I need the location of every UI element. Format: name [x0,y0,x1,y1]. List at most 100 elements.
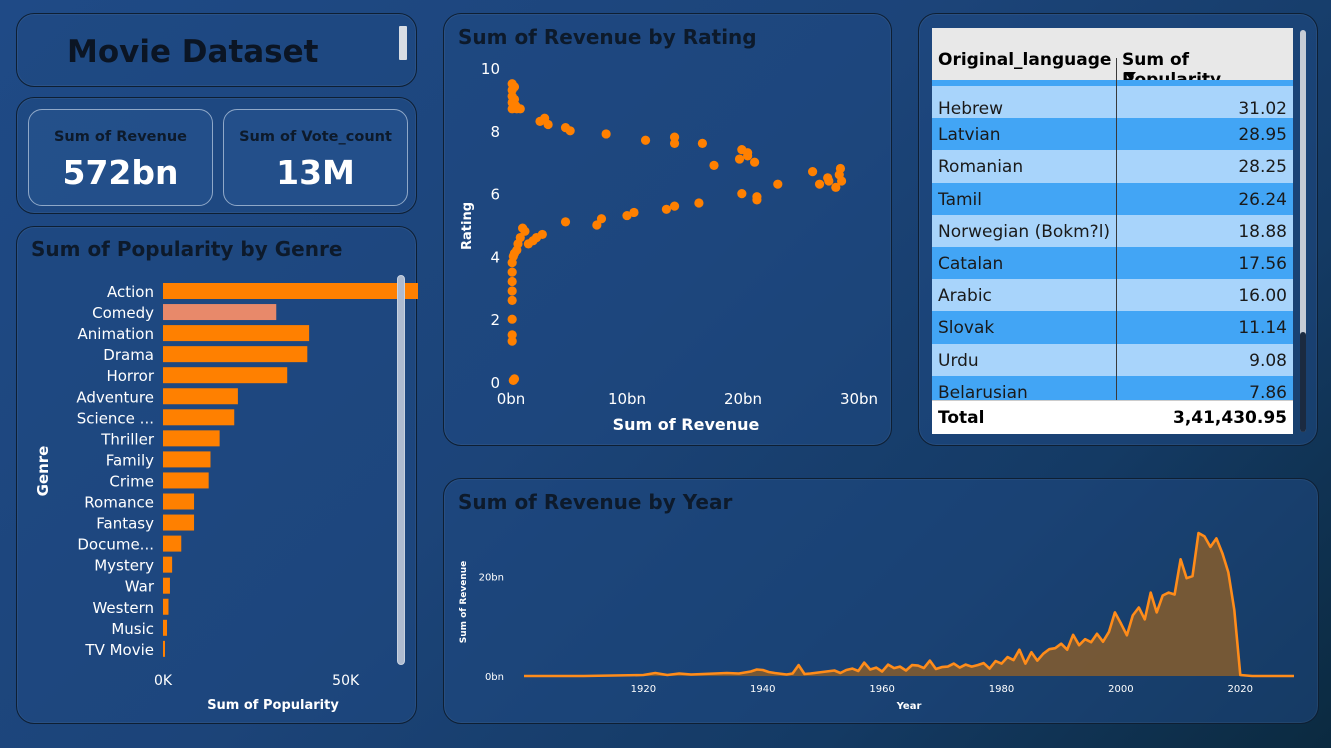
column-header-language[interactable]: Original_language [938,50,1112,70]
bar-comedy[interactable] [163,304,277,321]
scatter-point[interactable] [518,223,528,233]
title-scrollbar[interactable] [399,26,407,60]
scatter-point[interactable] [515,104,525,114]
scatter-point[interactable] [565,126,575,136]
scatter-point[interactable] [596,214,607,224]
scatter-point[interactable] [824,176,834,186]
bar-war[interactable] [163,577,170,594]
bar-family[interactable] [163,451,211,468]
table-body: Hebrew 31.02 Latvian 28.95 Romanian 28.25 Tami… [932,80,1293,408]
scatter-point[interactable] [737,189,747,199]
table-row[interactable]: Romanian 28.25 [932,150,1293,183]
page-title: Movie Dataset [67,34,319,70]
bar-fantasy[interactable] [163,514,195,531]
scatter-point[interactable] [507,258,517,268]
bar-drama[interactable] [163,346,308,363]
scatter-point[interactable] [601,129,611,139]
category-label: Drama [103,346,154,364]
bar-animation[interactable] [163,325,310,342]
table-scrollbar-thumb[interactable] [1300,332,1306,432]
bar-crime[interactable] [163,472,209,489]
y-tick-label: 0bn [485,672,504,683]
bar-adventure[interactable] [163,388,238,405]
scatter-point[interactable] [709,160,719,170]
scatter-point[interactable] [640,135,651,145]
scatter-point[interactable] [592,220,602,230]
scatter-point[interactable] [507,276,517,287]
scatter-point[interactable] [837,176,847,186]
language-table-panel: Original_language Sum of Popularity Hebr… [918,13,1318,446]
sort-descending-icon[interactable] [1124,72,1136,79]
scatter-point[interactable] [507,267,517,277]
scatter-point[interactable] [507,314,517,324]
chart-title: Sum of Popularity by Genre [31,237,343,261]
kpi-panel: Sum of Revenue 572bn Sum of Vote_count 1… [16,97,417,214]
popularity-cell: 16.00 [1238,286,1287,307]
category-label: Crime [109,472,154,490]
scatter-point[interactable] [507,295,517,305]
bar-tv-movie[interactable] [163,640,165,657]
table-row[interactable]: Catalan 17.56 [932,246,1293,280]
bar-docume-[interactable] [163,535,182,552]
area-fill [524,533,1294,676]
scatter-point[interactable] [734,154,745,164]
table-row[interactable]: Latvian 28.95 [932,118,1293,151]
bar-science-[interactable] [163,409,235,426]
scatter-point[interactable] [560,217,571,227]
table-row[interactable]: Norwegian (Bokm?l) 18.88 [932,214,1293,247]
y-tick-label: 10 [481,60,500,78]
scatter-point[interactable] [622,210,632,221]
scatter-point[interactable] [669,201,680,211]
scatter-point[interactable] [750,157,760,167]
scatter-point[interactable] [508,375,518,386]
table-scrollbar[interactable] [1300,30,1306,432]
scatter-point[interactable] [743,148,753,158]
scatter-point[interactable] [697,138,707,148]
bar-romance[interactable] [163,493,195,510]
bar-mystery[interactable] [163,556,173,573]
category-label: TV Movie [84,641,154,659]
scatter-point[interactable] [629,207,639,218]
scatter-point[interactable] [661,204,672,214]
total-label: Total [938,408,985,428]
x-tick-label: 10bn [608,390,646,408]
table-row[interactable]: Urdu 9.08 [932,343,1293,376]
y-tick-label: 4 [490,248,500,266]
language-cell: Hebrew [938,99,1004,119]
y-tick-label: 20bn [479,573,504,584]
x-axis-title: Sum of Revenue [613,415,760,434]
bar-western[interactable] [163,598,169,615]
table-row[interactable]: Arabic 16.00 [932,279,1293,312]
scatter-point[interactable] [669,138,680,148]
bar-thriller[interactable] [163,430,220,447]
scatter-point[interactable] [831,182,841,192]
genre-scrollbar[interactable] [397,275,405,665]
scatter-point[interactable] [752,195,762,205]
scatter-point[interactable] [773,179,783,189]
scatter-point[interactable] [543,119,553,130]
total-value: 3,41,430.95 [1172,408,1287,428]
bar-horror[interactable] [163,367,288,384]
category-label: Western [92,599,154,617]
scatter-point[interactable] [694,198,704,208]
scatter-point[interactable] [814,179,825,189]
scatter-point[interactable] [507,336,517,346]
chart-title: Sum of Revenue by Rating [458,25,757,49]
table-row[interactable]: Tamil 26.24 [932,182,1293,215]
scatter-point[interactable] [808,167,818,177]
bar-music[interactable] [163,619,168,636]
table-row[interactable]: Hebrew 31.02 [932,80,1293,119]
y-axis-title: Genre [34,446,52,497]
bar-action[interactable] [163,283,418,299]
kpi-card-revenue[interactable]: Sum of Revenue 572bn [28,109,213,206]
column-divider [1116,58,1117,434]
scatter-point[interactable] [523,239,533,249]
popularity-cell: 18.88 [1238,221,1287,242]
scatter-point[interactable] [835,163,846,174]
scatter-point[interactable] [509,82,520,92]
kpi-card-vote-count[interactable]: Sum of Vote_count 13M [223,109,408,206]
language-cell: Norwegian (Bokm?l) [938,221,1111,242]
x-tick-label: 2020 [1228,684,1253,695]
scatter-point[interactable] [507,286,517,296]
table-row[interactable]: Slovak 11.14 [932,311,1293,344]
